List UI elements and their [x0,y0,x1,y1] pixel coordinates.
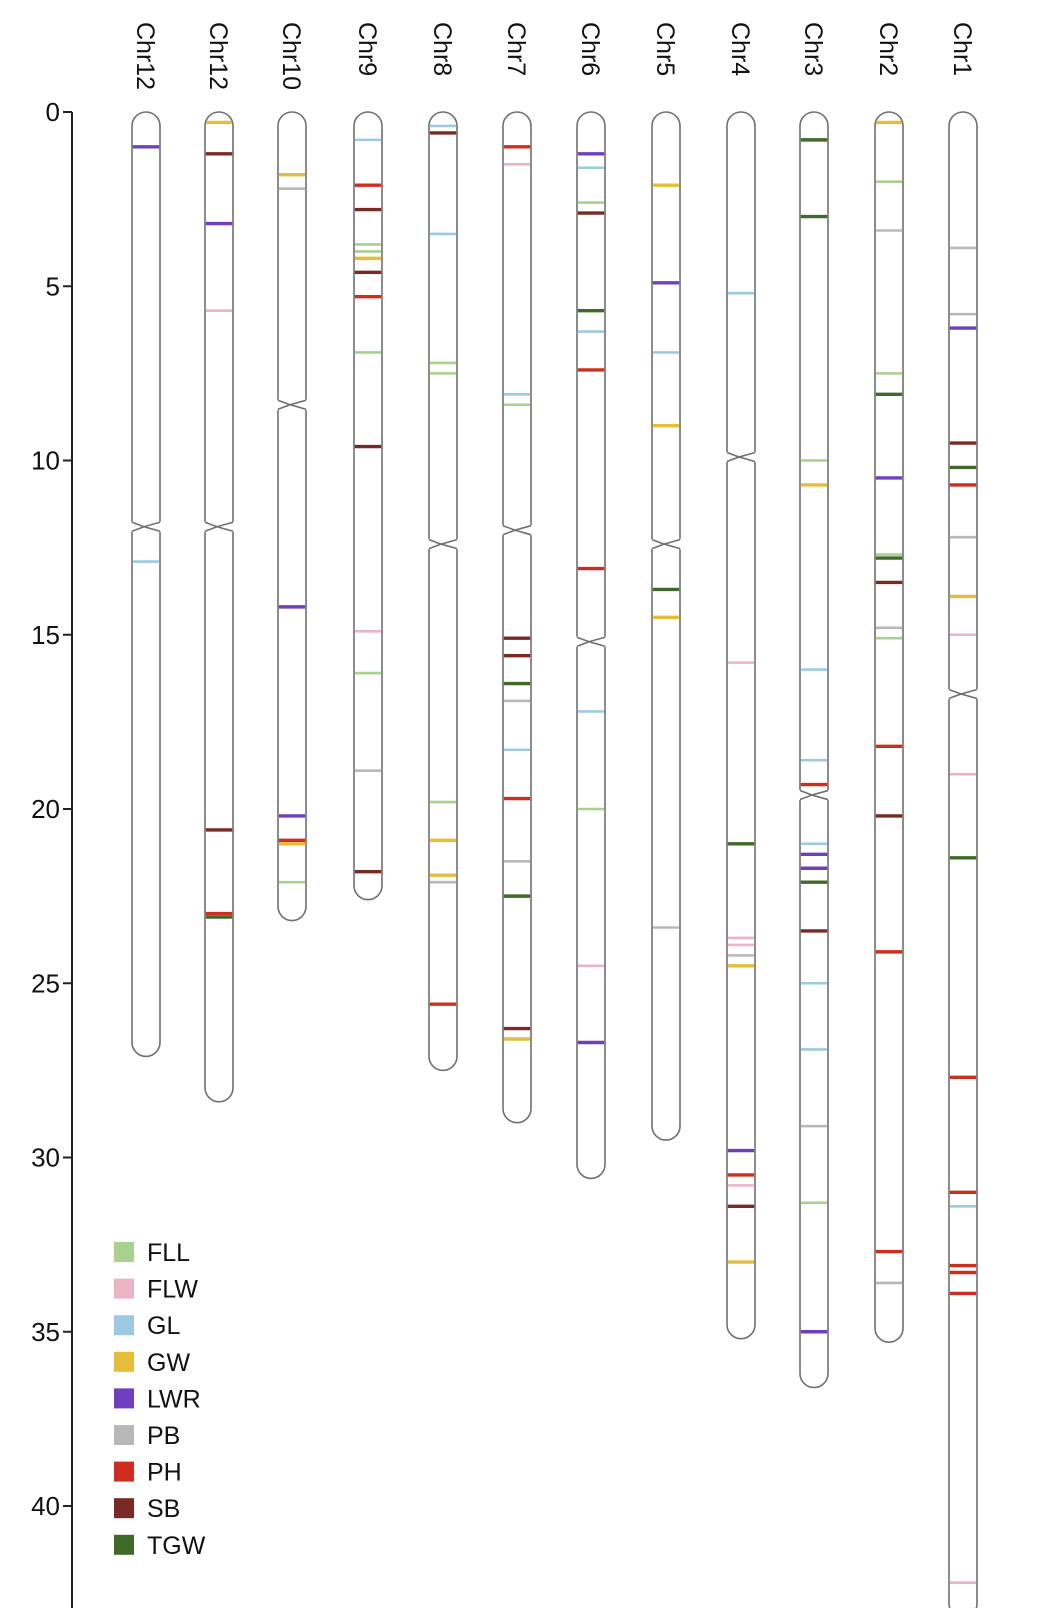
chromosome-chr12-1: Chr12 [203,22,235,1103]
y-tick-label: 15 [31,620,60,650]
chromosome-body [428,111,458,1072]
y-tick-label: 35 [31,1317,60,1347]
legend-label-sb: SB [147,1495,180,1523]
y-tick-label: 40 [31,1491,60,1521]
chromosome-label: Chr4 [726,22,754,76]
centromere-lower [428,543,458,550]
chromosome-body [131,111,161,1058]
chromosome-chr2-10: Chr2 [874,22,904,1344]
y-tick-label: 20 [31,794,60,824]
y-tick-label: 0 [46,97,60,127]
trait-legend: FLL FLW GL GW LWR PB PH SB TGW [114,1239,206,1560]
chromosome-chr4-8: Chr4 [725,22,757,1340]
legend-swatch-fll [114,1242,134,1262]
chromosome-body [277,111,307,922]
legend-swatch-sb [114,1498,134,1519]
centromere-lower [726,456,756,463]
legend-label-flw: FLW [147,1276,198,1304]
y-tick-label: 5 [46,271,60,301]
legend-label-pb: PB [147,1422,180,1450]
chromosome-label: Chr6 [576,22,604,76]
chromosome-body [651,111,681,1141]
chromosome-label: Chr12 [204,22,232,90]
chromosome-chr7-5: Chr7 [501,22,533,1124]
chromosome-body [726,111,756,1340]
chromosome-label: Chr5 [651,22,679,76]
centromere-lower [651,543,681,550]
legend-swatch-gw [114,1351,134,1372]
chromosome-label: Chr3 [799,22,827,76]
chromosome-chr3-9: Chr3 [798,22,830,1389]
centromere-lower [277,403,307,411]
legend-label-gl: GL [147,1312,180,1340]
legend-swatch-gl [114,1315,134,1336]
centromere-lower [948,693,978,700]
y-tick-label: 10 [31,446,60,476]
chromosome-body [502,111,532,1124]
legend-swatch-tgw [114,1534,134,1555]
legend-label-gw: GW [147,1349,190,1377]
centromere-lower [502,529,532,536]
chromosome-label: Chr9 [353,22,381,76]
chromosome-chr6-6: Chr6 [575,22,607,1180]
legend-swatch-flw [114,1278,134,1299]
chromosome-body [874,111,904,1344]
legend-swatch-ph [114,1461,134,1482]
y-axis: 0 5 10 15 20 25 30 35 40 [31,97,73,1608]
legend-swatch-lwr [114,1388,134,1409]
y-tick-label: 25 [31,968,60,998]
chromosome-label: Chr1 [948,22,976,76]
chromosome-label: Chr7 [502,22,530,76]
centromere-lower [799,794,829,801]
chromosome-chr9-3: Chr9 [353,22,383,901]
chromosome-label: Chr8 [428,22,456,76]
chromosome-chr5-7: Chr5 [650,22,682,1141]
chromosome-body [204,111,234,1103]
chromosome-chr10-2: Chr10 [276,22,308,922]
centromere-lower [131,525,161,532]
chromosomes: Chr12 Chr12 Chr10 Chr9 Chr8 Chr7 Chr6 Chr5 Chr4 C… [130,22,979,1608]
legend-label-tgw: TGW [147,1532,206,1560]
chromosome-chr12-0: Chr12 [130,22,162,1058]
chromosome-label: Chr12 [131,22,159,90]
chromosome-label: Chr2 [874,22,902,76]
chromosome-chr8-4: Chr8 [427,22,459,1072]
legend-label-ph: PH [147,1459,182,1487]
chromosome-chr1-11: Chr1 [947,22,979,1608]
chromosome-label: Chr10 [277,22,305,90]
legend-label-fll: FLL [147,1239,190,1267]
centromere-lower [204,525,234,532]
legend-swatch-pb [114,1425,134,1445]
legend-label-lwr: LWR [147,1385,201,1413]
chromosome-body [353,111,383,901]
chromosome-body [948,111,978,1608]
y-tick-label: 30 [31,1143,60,1173]
centromere-lower [576,640,606,647]
chromosome-body [799,111,829,1389]
